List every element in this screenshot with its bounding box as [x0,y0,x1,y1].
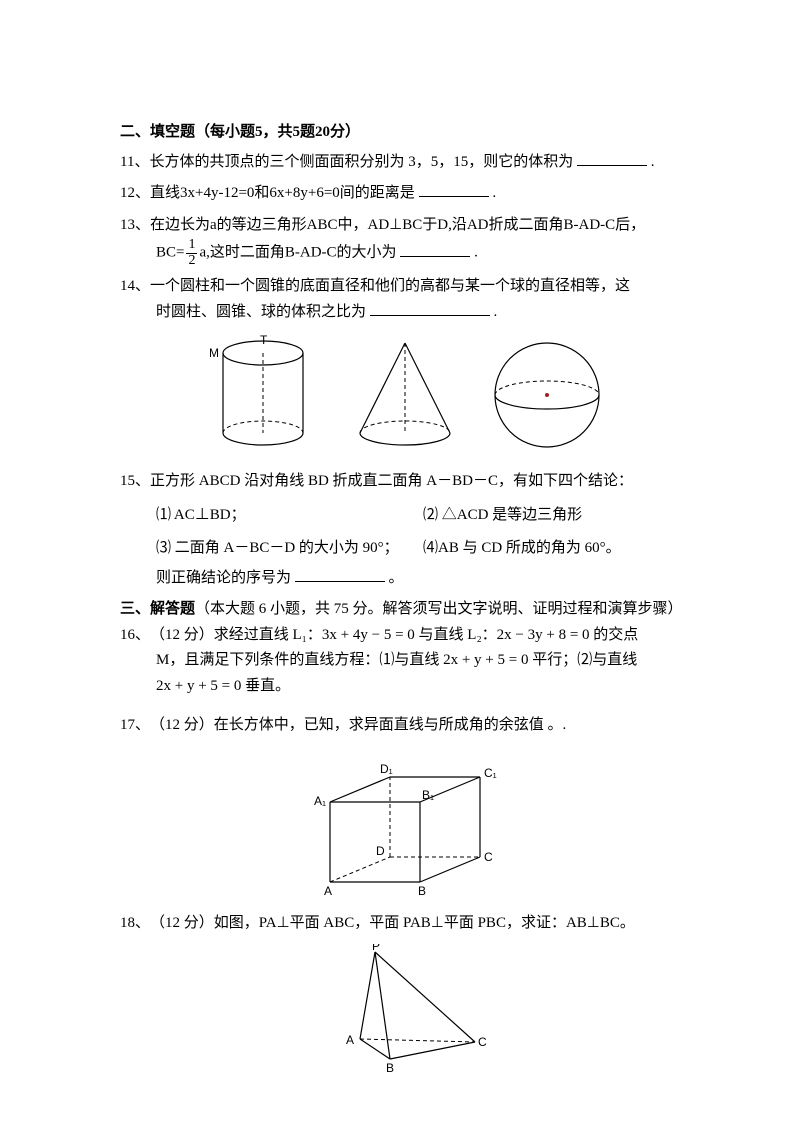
cylinder-label-m: M [209,346,219,360]
q11-text-b: . [651,154,655,170]
cylinder-icon: M T [203,335,323,455]
q11-body: 长方体的共顶点的三个侧面面积分别为 3，5，15，则它的体积为 . [149,150,690,176]
q18: 18、 （12 分）如图，PA⊥平面 ABC，平面 PAB⊥平面 PBC，求证：… [120,911,690,1075]
q12-blank[interactable] [419,181,489,197]
q15-row2: ⑶ 二面角 A－BC－D 的大小为 90°； ⑷AB 与 CD 所成的角为 60… [156,536,690,562]
q15-num: 15、 [120,469,150,495]
q15-c2: ⑵ △ACD 是等边三角形 [423,503,690,529]
q16-num: 16、 [120,623,150,649]
q18-text: （12 分）如图，PA⊥平面 ABC，平面 PAB⊥平面 PBC，求证：AB⊥B… [150,911,690,937]
q13-fraction: 12 [186,238,197,268]
q14-shapes: M T [120,335,690,455]
q15-conclusion-after: 。 [389,570,404,586]
q14-num: 14、 [120,274,150,300]
q12-text-a: 直线3x+4y-12=0和6x+8y+6=0间的距离是 [150,185,415,201]
tetra-a: A [346,1033,354,1047]
section3-title: 三、解答题 [120,601,195,617]
q13-line2-mid: a,这时二面角B-AD-C的大小为 [199,245,396,261]
q13-blank[interactable] [400,241,470,257]
q13-line2-after: . [474,245,478,261]
q16: 16、 （12 分）求经过直线 L₁：3x + 4y − 5 = 0 与直线 L… [120,623,690,700]
q14-line2-after: . [494,304,498,320]
tetra-b: B [386,1061,394,1074]
q17-text: （12 分）在长方体中，已知，求异面直线与所成角的余弦值 。. [150,713,690,739]
q14-line2: 时圆柱、圆锥、球的体积之比为 [156,304,366,320]
q12-num: 12、 [120,181,150,207]
q14: 14、 一个圆柱和一个圆锥的底面直径和他们的高都与某一个球的直径相等，这 时圆柱… [120,274,690,455]
q15-conclusion-row: 则正确结论的序号为 。 [156,566,690,592]
page: 二、填空题（每小题5，共5题20分） 11、 长方体的共顶点的三个侧面面积分别为… [0,0,800,1128]
cuboid-a: A [324,884,332,897]
cone-icon [345,335,465,455]
cuboid-c1: C₁ [484,766,497,780]
q16-line2: M，且满足下列条件的直线方程：⑴与直线 2x + y + 5 = 0 平行；⑵与… [156,648,690,674]
q11-blank[interactable] [577,150,647,166]
cuboid-b1: B₁ [422,788,434,802]
q12: 12、 直线3x+4y-12=0和6x+8y+6=0间的距离是 . [120,181,690,207]
q18-num: 18、 [120,911,150,937]
q17-num: 17、 [120,713,150,739]
q15-c1: ⑴ AC⊥BD； [156,503,423,529]
cuboid-a1: A₁ [314,794,326,808]
cuboid-d: D [376,844,385,858]
q14-line1: 一个圆柱和一个圆锥的底面直径和他们的高都与某一个球的直径相等，这 [150,274,690,300]
q13-line2: BC=12a,这时二面角B-AD-C的大小为 . [156,238,690,268]
cuboid-icon: A B C D A₁ B₁ C₁ D₁ [300,747,510,897]
q15: 15、 正方形 ABCD 沿对角线 BD 折成直二面角 A－BD－C，有如下四个… [120,469,690,591]
cuboid-d1: D₁ [380,762,393,776]
tetra-c: C [478,1035,487,1049]
q11-text-a: 长方体的共顶点的三个侧面面积分别为 3，5，15，则它的体积为 [149,154,573,170]
section2-title: 二、填空题（每小题5，共5题20分） [120,120,690,146]
q17: 17、 （12 分）在长方体中，已知，求异面直线与所成角的余弦值 。. [120,713,690,897]
q13-num: 13、 [120,213,150,239]
q11: 11、 长方体的共顶点的三个侧面面积分别为 3，5，15，则它的体积为 . [120,150,690,176]
cylinder-label-t: T [260,335,268,347]
tetra-icon: P A B C [320,944,490,1074]
q13-line1: 在边长为a的等边三角形ABC中，AD⊥BC于D,沿AD折成二面角B-AD-C后， [150,213,690,239]
q15-blank[interactable] [295,566,385,582]
cuboid-c: C [484,850,493,864]
q16-line1: （12 分）求经过直线 L₁：3x + 4y − 5 = 0 与直线 L₂：2x… [150,623,690,649]
q15-row1: ⑴ AC⊥BD； ⑵ △ACD 是等边三角形 [156,503,690,529]
section3-desc: （本大题 6 小题，共 75 分。解答须写出文字说明、证明过程和演算步骤） [195,601,683,617]
q14-line2-row: 时圆柱、圆锥、球的体积之比为 . [156,300,690,326]
q12-body: 直线3x+4y-12=0和6x+8y+6=0间的距离是 . [150,181,690,207]
q11-num: 11、 [120,150,149,176]
q15-conclusion: 则正确结论的序号为 [156,570,291,586]
q13-line2-before: BC= [156,245,184,261]
section3-header: 三、解答题（本大题 6 小题，共 75 分。解答须写出文字说明、证明过程和演算步… [120,597,690,623]
q15-c4: ⑷AB 与 CD 所成的角为 60°。 [423,536,690,562]
q14-blank[interactable] [370,300,490,316]
q13-frac-num: 1 [186,238,197,254]
q13-frac-den: 2 [186,254,197,269]
tetra-p: P [372,944,380,953]
q18-figure: P A B C [120,944,690,1074]
q12-text-b: . [492,185,496,201]
sphere-icon [487,335,607,455]
q15-intro: 正方形 ABCD 沿对角线 BD 折成直二面角 A－BD－C，有如下四个结论： [150,469,690,495]
q16-line3: 2x + y + 5 = 0 垂直。 [156,674,690,700]
q13: 13、 在边长为a的等边三角形ABC中，AD⊥BC于D,沿AD折成二面角B-AD… [120,213,690,269]
q15-c3: ⑶ 二面角 A－BC－D 的大小为 90°； [156,536,423,562]
cuboid-b: B [418,884,426,897]
q17-figure: A B C D A₁ B₁ C₁ D₁ [120,747,690,897]
